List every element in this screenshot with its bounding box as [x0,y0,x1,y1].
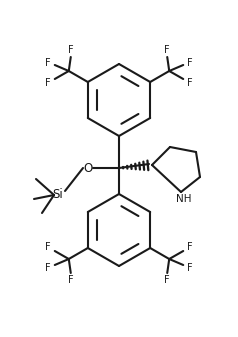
Text: F: F [45,58,51,68]
Text: O: O [83,161,93,175]
Text: NH: NH [176,194,192,204]
Text: F: F [45,263,51,273]
Text: F: F [45,78,51,88]
Text: F: F [164,275,170,285]
Text: F: F [187,58,193,68]
Text: F: F [68,275,74,285]
Text: F: F [164,45,170,55]
Text: F: F [45,242,51,252]
Text: F: F [187,78,193,88]
Text: F: F [187,263,193,273]
Text: F: F [68,45,74,55]
Text: F: F [187,242,193,252]
Text: Si: Si [53,188,63,202]
